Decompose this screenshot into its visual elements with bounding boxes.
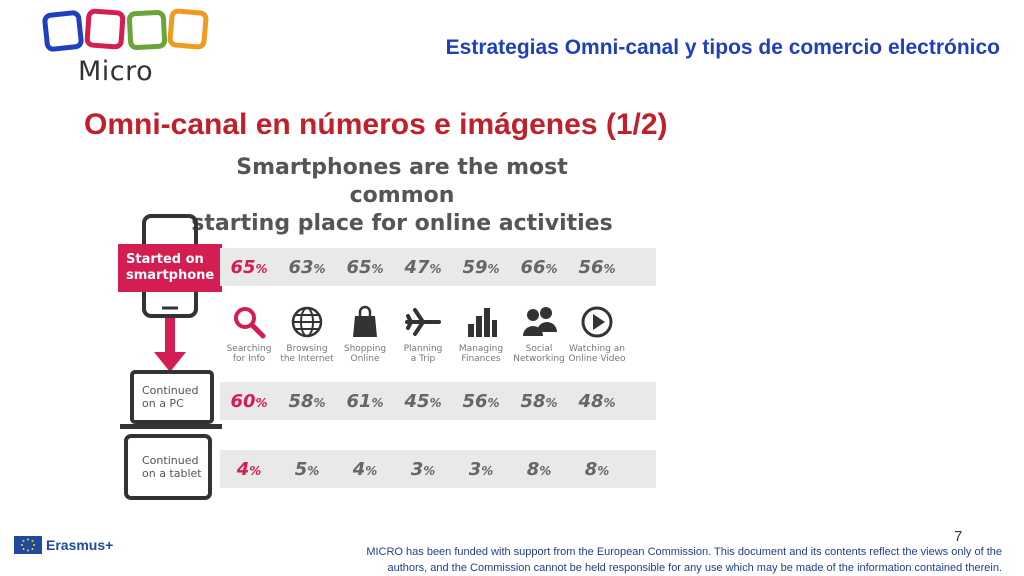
value-cell: 58% xyxy=(520,390,558,412)
started-on-smartphone-label: Started on smartphone xyxy=(118,244,222,292)
value-cell: 3% xyxy=(410,458,436,480)
activity-label: Watching an Online Video xyxy=(568,344,626,364)
activity-video: Watching an Online Video xyxy=(568,304,626,374)
erasmus-text: Erasmus+ xyxy=(46,537,114,553)
airplane-icon xyxy=(405,308,441,336)
value-cell: 58% xyxy=(288,390,326,412)
infographic-title-line2: starting place for online activities xyxy=(191,211,613,236)
value-cell: 65% xyxy=(230,256,268,278)
pc-values-row: 60% 58% 61% 45% 56% 58% 48% xyxy=(220,382,656,420)
globe-icon xyxy=(291,306,323,338)
value-cell: 47% xyxy=(404,256,442,278)
value-cell: 4% xyxy=(352,458,378,480)
value-cell: 61% xyxy=(346,390,384,412)
tablet-icon xyxy=(124,434,212,500)
eu-flag-icon xyxy=(14,536,42,554)
activity-planning: Planning a Trip xyxy=(394,304,452,374)
smartphone-band xyxy=(220,248,656,286)
continued-on-pc-label: Continued on a PC xyxy=(142,384,199,410)
value-cell: 4% xyxy=(236,458,262,480)
value-cell: 60% xyxy=(230,390,268,412)
erasmus-logo: Erasmus+ xyxy=(14,536,113,554)
activity-label: Shopping Online xyxy=(343,344,387,364)
activity-label: Managing Finances xyxy=(458,344,504,364)
disclaimer-line2: authors, and the Commission cannot be he… xyxy=(387,562,1002,574)
value-cell: 45% xyxy=(404,390,442,412)
activity-label: Browsing the Internet xyxy=(280,344,334,364)
value-cell: 59% xyxy=(462,256,500,278)
people-icon xyxy=(523,307,557,336)
tablet-band xyxy=(220,450,656,488)
header-title: Estrategias Omni-canal y tipos de comerc… xyxy=(445,36,1000,59)
value-cell: 63% xyxy=(288,256,326,278)
arrow-down-icon xyxy=(154,352,186,372)
bar-chart-icon xyxy=(468,308,497,337)
value-cell: 3% xyxy=(468,458,494,480)
value-cell: 66% xyxy=(520,256,558,278)
funding-disclaimer: MICRO has been funded with support from … xyxy=(302,544,1002,576)
laptop-icon xyxy=(130,370,214,424)
page-number: 7 xyxy=(954,528,963,545)
slide-title: Omni-canal en números e imágenes (1/2) xyxy=(84,108,668,141)
activity-label: Searching for Info xyxy=(226,344,272,364)
value-cell: 8% xyxy=(584,458,610,480)
activity-social: Social Networking xyxy=(510,304,568,374)
continued-on-tablet-label: Continued on a tablet xyxy=(142,454,202,480)
value-cell: 56% xyxy=(462,390,500,412)
value-cell: 8% xyxy=(526,458,552,480)
shopping-bag-icon xyxy=(353,305,377,337)
activity-finances: Managing Finances xyxy=(452,304,510,374)
pc-band xyxy=(220,382,656,420)
activity-label: Planning a Trip xyxy=(403,344,443,364)
disclaimer-line1: MICRO has been funded with support from … xyxy=(366,546,1002,558)
value-cell: 48% xyxy=(578,390,616,412)
infographic-title-line1: Smartphones are the most common xyxy=(236,155,568,208)
value-cell: 65% xyxy=(346,256,384,278)
micro-logo xyxy=(42,8,209,52)
smartphone-values-row: 65% 63% 65% 47% 59% 66% 56% xyxy=(220,248,656,286)
play-icon xyxy=(581,306,613,338)
infographic-title: Smartphones are the most common starting… xyxy=(182,154,622,238)
value-cell: 5% xyxy=(294,458,320,480)
tablet-values-row: 4% 5% 4% 3% 3% 8% 8% xyxy=(220,450,656,488)
activity-label: Social Networking xyxy=(513,344,565,364)
activity-shopping: Shopping Online xyxy=(336,304,394,374)
activity-browsing: Browsing the Internet xyxy=(278,304,336,374)
activity-searching: Searching for Info xyxy=(220,304,278,374)
value-cell: 56% xyxy=(578,256,616,278)
activity-icons-row: Searching for Info Browsing the Internet… xyxy=(220,304,656,374)
logo-text: Micro xyxy=(78,56,154,87)
infographic: Smartphones are the most common starting… xyxy=(110,142,656,514)
magnifier-icon xyxy=(234,307,266,339)
